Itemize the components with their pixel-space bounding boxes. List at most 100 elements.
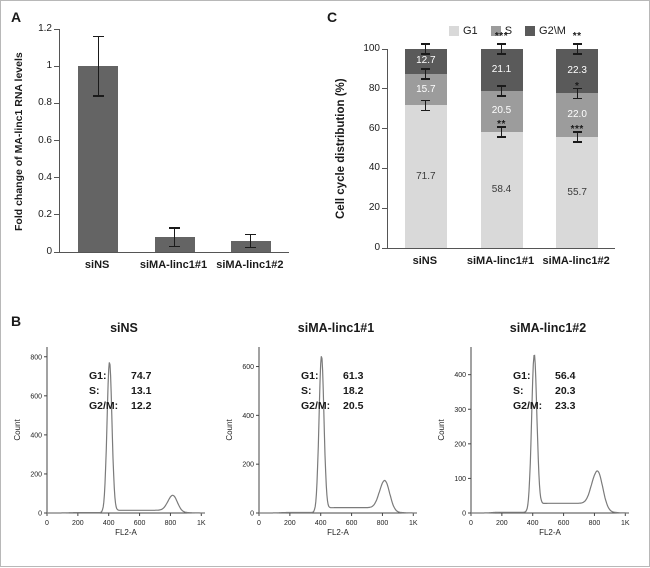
stacked-segment-g2m: 22.3 [556, 49, 599, 94]
inset-s-value: 13.1 [131, 385, 152, 397]
inset-g1-label: G1: [513, 370, 531, 382]
error-bar-cap [245, 233, 257, 236]
histogram-title: siMA-linc1#1 [297, 321, 375, 335]
histogram-inset-stats: G1: 74.7 S: 13.1 G2/M: 12.2 [89, 369, 151, 414]
panel-c: C G1 S G2\M Cell cycle distribution (%) … [321, 1, 650, 301]
inset-row-g1: G1: 56.4 [513, 369, 575, 384]
error-bar-line [250, 234, 252, 248]
error-bar-cap [497, 43, 506, 45]
histogram-panel-sima-linc1-1: siMA-linc1#1 0 200 400 600 0 200 400 600 800 1K FL… [223, 321, 429, 565]
segment-value-label: 22.3 [567, 65, 587, 77]
x-tick-label: 0 [469, 520, 473, 527]
inset-row-g2m: G2/M: 12.2 [89, 399, 151, 414]
segment-value-label: 20.5 [491, 105, 512, 117]
histogram-title: siNS [110, 321, 138, 335]
y-axis-tick-label: 0 [46, 246, 52, 257]
error-bar-cap [421, 109, 431, 112]
error-bar-cap [572, 53, 582, 55]
histogram-curve [259, 356, 417, 514]
y-axis-title: Count [437, 419, 446, 441]
stacked-segment-g1: 71.7 [404, 105, 447, 248]
stacked-segment-s: 22.0 [556, 93, 599, 138]
error-bar-line [501, 126, 502, 137]
x-tick-label: 400 [315, 520, 327, 527]
inset-s-label: S: [301, 385, 312, 397]
panel-a: A Fold change of MA-linc1 RNA levels 0 0.… [1, 1, 317, 301]
segment-value-label: 58.4 [491, 183, 512, 195]
panel-a-x-axis-labels: siNS siMA-linc1#1 siMA-linc1#2 [59, 259, 289, 275]
y-axis-tick [54, 177, 59, 179]
y-axis-tick-label: 1.2 [38, 23, 52, 34]
y-axis-tick-label: 100 [363, 43, 380, 54]
x-axis-title: FL2-A [115, 528, 137, 537]
error-bar-cap [572, 141, 582, 143]
x-tick-label: 400 [103, 520, 115, 527]
error-bar-line [501, 44, 502, 54]
inset-row-s: S: 18.2 [301, 384, 363, 399]
error-bar-cap [497, 126, 506, 128]
legend-item-g1: G1 [449, 25, 478, 37]
y-axis-tick-label: 0.6 [38, 134, 52, 146]
x-tick-label: 600 [134, 520, 146, 527]
x-tick-label: 1K [197, 520, 206, 527]
x-tick-label: 0 [45, 520, 49, 527]
error-bar-cap [421, 68, 431, 70]
inset-row-g1: G1: 61.3 [301, 369, 363, 384]
histogram-panel-sins: siNS 0 200 400 600 800 0 200 400 600 800 1K FL2-A Co… [11, 321, 217, 565]
x-tick-label: 600 [346, 520, 358, 527]
x-tick-label: 600 [558, 520, 570, 527]
error-bar-cap [497, 136, 506, 138]
inset-g1-value: 74.7 [131, 370, 152, 382]
histogram-inset-stats: G1: 61.3 S: 18.2 G2/M: 20.5 [301, 369, 363, 414]
inset-g2m-value: 12.2 [131, 400, 152, 412]
panel-b: B siNS 0 200 400 600 800 0 200 400 600 800 1K FL2-A… [1, 303, 650, 568]
error-bar-cap [421, 99, 431, 102]
x-tick-label: 200 [72, 520, 84, 527]
x-tick-label: 1K [409, 520, 418, 527]
x-tick-label: 0 [257, 520, 261, 527]
error-bar-line [174, 227, 175, 247]
x-axis-category-label: siNS [84, 259, 110, 271]
y-axis-tick [54, 251, 59, 253]
histogram-inset-stats: G1: 56.4 S: 20.3 G2/M: 23.3 [513, 369, 575, 414]
panel-b-label: B [11, 313, 22, 329]
significance-stars: * [574, 80, 580, 92]
inset-s-value: 20.3 [555, 385, 576, 397]
panel-c-y-axis-title: Cell cycle distribution (%) [335, 78, 347, 220]
y-tick-label: 0 [38, 511, 42, 518]
y-axis-tick [382, 88, 387, 90]
error-bar-line [576, 88, 578, 99]
error-bar-cap [572, 43, 582, 45]
x-axis-category-label: siMA-linc1#2 [542, 255, 610, 267]
y-axis-tick-label: 0.8 [38, 97, 52, 109]
inset-g2m-value: 23.3 [555, 400, 576, 412]
error-bar-cap [421, 53, 431, 55]
error-bar-line [97, 36, 99, 96]
legend-label-g2m: G2\M [539, 25, 566, 37]
x-axis-title: FL2-A [539, 528, 561, 537]
stacked-segment-g1: 55.7 [556, 137, 599, 248]
y-axis-tick-label: 60 [368, 122, 380, 134]
inset-g1-value: 61.3 [343, 370, 364, 382]
histogram-panel-sima-linc1-2: siMA-linc1#2 0 100 200 300 400 0 200 400 600 800 1… [435, 321, 641, 565]
x-tick-label: 400 [527, 520, 539, 527]
inset-g2m-label: G2/M: [513, 400, 543, 412]
error-bar-cap [497, 53, 506, 55]
error-bar-cap [92, 35, 104, 38]
legend-swatch-g1 [449, 26, 459, 36]
inset-row-s: S: 13.1 [89, 384, 151, 399]
x-axis-category-label: siNS [412, 255, 438, 267]
y-tick-label: 400 [242, 413, 254, 420]
y-axis-title: Count [13, 419, 22, 441]
y-tick-label: 600 [242, 364, 254, 371]
error-bar-cap [497, 85, 506, 87]
histogram-plot: 0 100 200 300 400 0 200 400 600 800 1K FL2-A Count [437, 347, 630, 537]
error-bar-cap [169, 227, 180, 229]
inset-row-g2m: G2/M: 20.5 [301, 399, 363, 414]
panel-c-legend: G1 S G2\M [449, 25, 566, 37]
error-bar-line [425, 43, 427, 54]
significance-stars: *** [570, 123, 584, 135]
panel-c-plot-area: 0 20 40 60 80 100 71.7 15.7 12.7 58.4 20.5 21.1 55.7… [363, 31, 615, 253]
y-axis-tick [54, 214, 59, 216]
